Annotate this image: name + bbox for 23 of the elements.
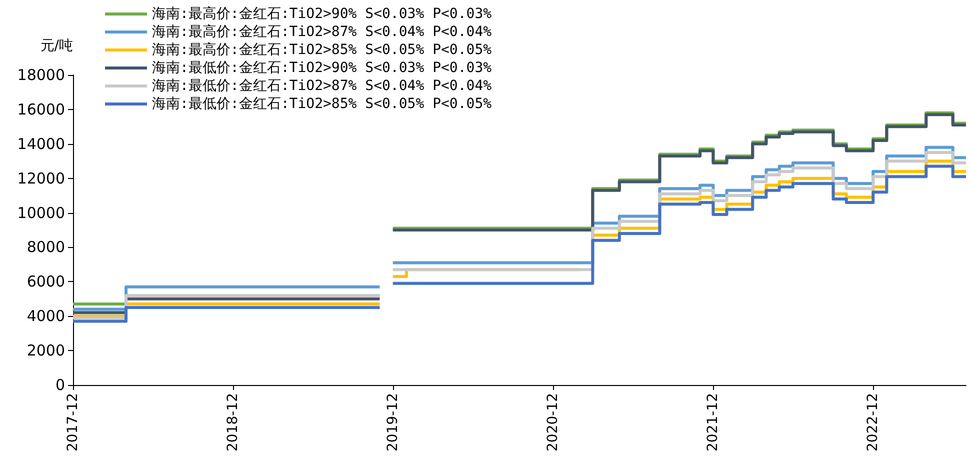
legend-label: 海南:最低价:金红石:TiO2>87% S<0.04% P<0.04% — [152, 78, 492, 94]
y-tick-label: 0 — [55, 376, 65, 394]
legend-label: 海南:最低价:金红石:TiO2>90% S<0.03% P<0.03% — [152, 60, 492, 76]
x-tick-label: 2017-12 — [65, 393, 81, 452]
x-tick-label: 2018-12 — [224, 393, 241, 452]
y-tick-label: 2000 — [26, 342, 65, 360]
y-tick-label: 14000 — [17, 134, 65, 153]
legend-label: 海南:最高价:金红石:TiO2>85% S<0.05% P<0.05% — [152, 42, 492, 58]
legend-label: 海南:最高价:金红石:TiO2>90% S<0.03% P<0.03% — [152, 6, 492, 22]
y-tick-label: 6000 — [26, 272, 65, 291]
y-tick-label: 16000 — [17, 100, 65, 118]
y-tick-label: 8000 — [26, 238, 65, 256]
y-axis-title: 元/吨 — [40, 38, 73, 54]
x-tick-label: 2019-12 — [384, 393, 401, 452]
x-tick-label: 2021-12 — [705, 393, 722, 452]
x-tick-label: 2022-12 — [865, 393, 882, 452]
legend-label: 海南:最高价:金红石:TiO2>87% S<0.04% P<0.04% — [152, 24, 492, 40]
y-tick-label: 4000 — [26, 307, 65, 326]
y-tick-label: 18000 — [17, 66, 65, 84]
y-tick-label: 10000 — [17, 204, 65, 222]
y-tick-label: 12000 — [17, 169, 65, 188]
legend-label: 海南:最低价:金红石:TiO2>85% S<0.05% P<0.05% — [152, 96, 492, 112]
x-tick-label: 2020-12 — [545, 393, 562, 452]
